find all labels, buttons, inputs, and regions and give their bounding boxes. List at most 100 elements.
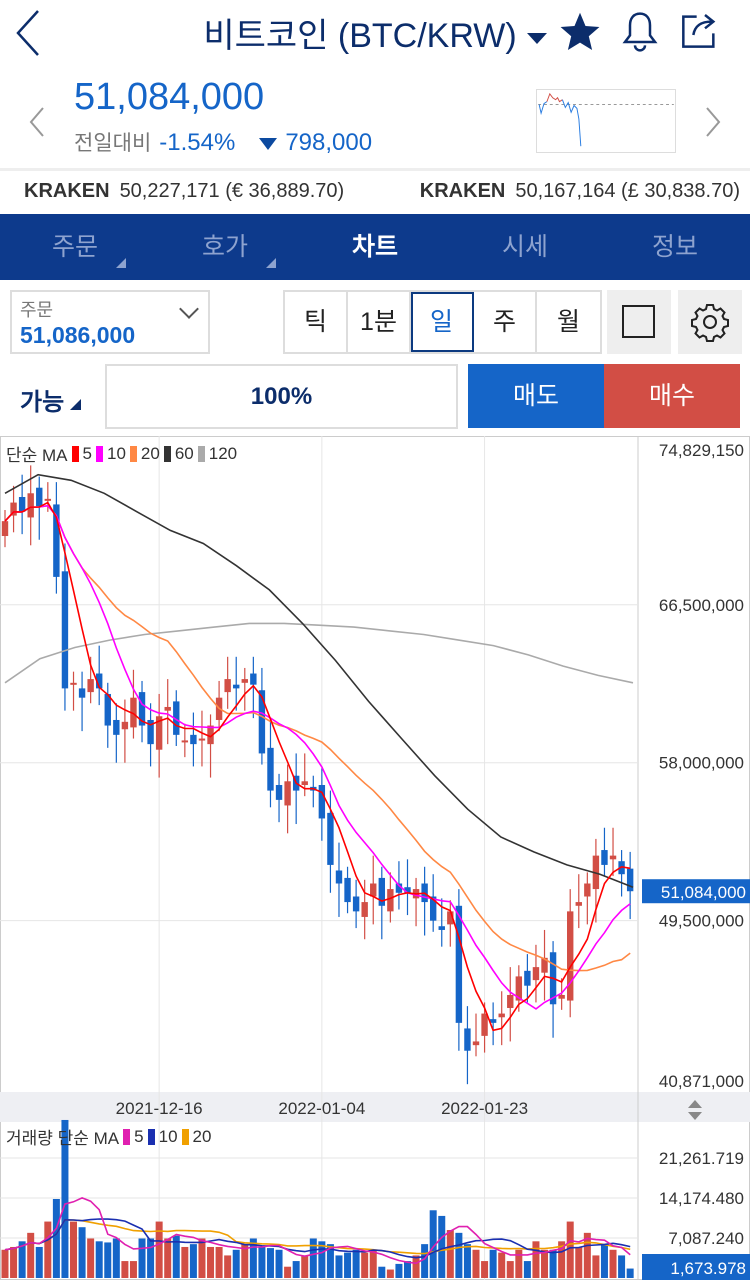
volume-bar (181, 1246, 189, 1278)
quantity-percent[interactable]: 100% (105, 364, 458, 429)
vol-ma10-line (4, 1218, 631, 1259)
share-icon[interactable] (680, 10, 720, 50)
candle-body (370, 883, 377, 897)
volume-bar (421, 1244, 429, 1278)
candle-body (609, 855, 617, 860)
volume-bar (361, 1252, 369, 1278)
tab-info[interactable]: 정보 (651, 233, 698, 261)
volume-bar (284, 1266, 292, 1278)
legend-period: 60 (174, 443, 194, 463)
legend-period: 120 (208, 443, 238, 463)
star-icon[interactable] (558, 10, 602, 54)
back-button[interactable] (14, 8, 44, 63)
candle-body (241, 679, 248, 683)
candle-body (155, 716, 163, 750)
bell-icon[interactable] (620, 10, 660, 54)
square-icon (622, 305, 655, 338)
volume-bar (566, 1221, 574, 1278)
legend-swatch (197, 445, 205, 462)
chevron-left-icon (16, 10, 39, 56)
candle-body (181, 740, 189, 743)
sell-button[interactable]: 매도 (468, 364, 604, 428)
candle-body (361, 902, 368, 917)
volume-bar (532, 1241, 540, 1278)
volume-bar (129, 1261, 137, 1278)
price-change: 전일대비 -1.54% 798,000 (74, 127, 372, 157)
y-tick-label: 40,871,000 (659, 1072, 744, 1091)
period-day[interactable]: 일 (411, 292, 474, 352)
fullscreen-button[interactable] (607, 290, 671, 354)
period-selector: 틱 1분 일 주 월 (283, 290, 602, 354)
vol-tick-label: 7,087.240 (668, 1229, 744, 1248)
tab-market[interactable]: 시세 (501, 233, 548, 261)
volume-bar (369, 1249, 377, 1278)
price-ma-legend: 단순 MA 5 10 20 60 120 (6, 441, 237, 466)
tab-orderbook[interactable]: 호가 (150, 214, 300, 280)
settings-button[interactable] (678, 290, 742, 354)
volume-bar (232, 1249, 240, 1278)
candle-body (207, 725, 214, 745)
current-price: 51,084,000 (74, 76, 265, 118)
buy-button[interactable]: 매수 (604, 364, 740, 428)
candle-body (318, 785, 326, 819)
volume-bar (27, 1232, 35, 1278)
candle-body (378, 877, 386, 906)
legend-period: 20 (140, 443, 160, 463)
candle-body (233, 684, 240, 689)
tab-bar: 주문 호가 차트 시세 정보 (0, 214, 750, 280)
next-coin-icon[interactable] (704, 106, 722, 138)
volume-bar (18, 1241, 26, 1278)
volume-bar (121, 1261, 129, 1278)
volume-bar (344, 1252, 352, 1278)
period-tick[interactable]: 틱 (285, 292, 348, 352)
period-week[interactable]: 주 (474, 292, 537, 352)
candle-body (53, 504, 60, 577)
volume-bar (309, 1238, 317, 1278)
available-selector[interactable]: 가능 (20, 382, 82, 417)
current-price-tag (642, 879, 750, 904)
volume-bar (472, 1249, 480, 1278)
volume-bar (583, 1232, 591, 1278)
volume-bar (258, 1246, 266, 1278)
current-volume-label: 1,673.978 (670, 1259, 746, 1278)
page-title: 비트코인 (BTC/KRW) (203, 17, 517, 55)
y-tick-label: 49,500,000 (659, 912, 744, 931)
volume-bar (215, 1246, 223, 1278)
candle-body (275, 785, 283, 800)
volume-bar (541, 1249, 549, 1278)
volume-bar (523, 1261, 531, 1278)
volume-bar (463, 1244, 471, 1278)
vol-tick-label: 21,261.719 (659, 1149, 744, 1168)
legend-swatch (95, 445, 103, 462)
candle-body (138, 692, 146, 726)
candle-body (224, 679, 231, 693)
divider (0, 168, 750, 171)
x-tick-label: 2022-01-23 (441, 1099, 528, 1118)
candle-body (113, 719, 120, 735)
ma60-line (4, 473, 634, 888)
volume-bar (112, 1238, 120, 1278)
candle-body (601, 850, 608, 865)
volume-bar (378, 1266, 386, 1278)
period-month[interactable]: 월 (556, 308, 580, 336)
period-1min[interactable]: 1분 (348, 292, 411, 352)
symbol-selector[interactable]: 비트코인 (BTC/KRW) (0, 8, 750, 57)
candle-body (567, 911, 574, 1001)
candle-body (541, 957, 548, 973)
candle-body (327, 812, 334, 865)
volume-bar (301, 1255, 309, 1278)
prev-coin-icon[interactable] (28, 106, 46, 138)
legend-swatch (147, 1128, 155, 1145)
tab-chart[interactable]: 차트 (351, 233, 398, 261)
candlestick-chart[interactable]: 74,829,150 66,500,000 58,000,000 49,500,000… (0, 436, 750, 1280)
y-tick-label: 66,500,000 (659, 596, 744, 615)
volume-bar (189, 1244, 197, 1278)
order-price-dropdown[interactable]: 주문 51,086,000 (10, 290, 210, 354)
volume-bar (198, 1238, 206, 1278)
candle-body (10, 502, 17, 516)
volume-bar (326, 1244, 334, 1278)
y-tick-label: 74,829,150 (659, 441, 744, 460)
volume-bar (241, 1244, 249, 1278)
tab-order[interactable]: 주문 (0, 214, 150, 280)
candle-body (147, 719, 154, 745)
